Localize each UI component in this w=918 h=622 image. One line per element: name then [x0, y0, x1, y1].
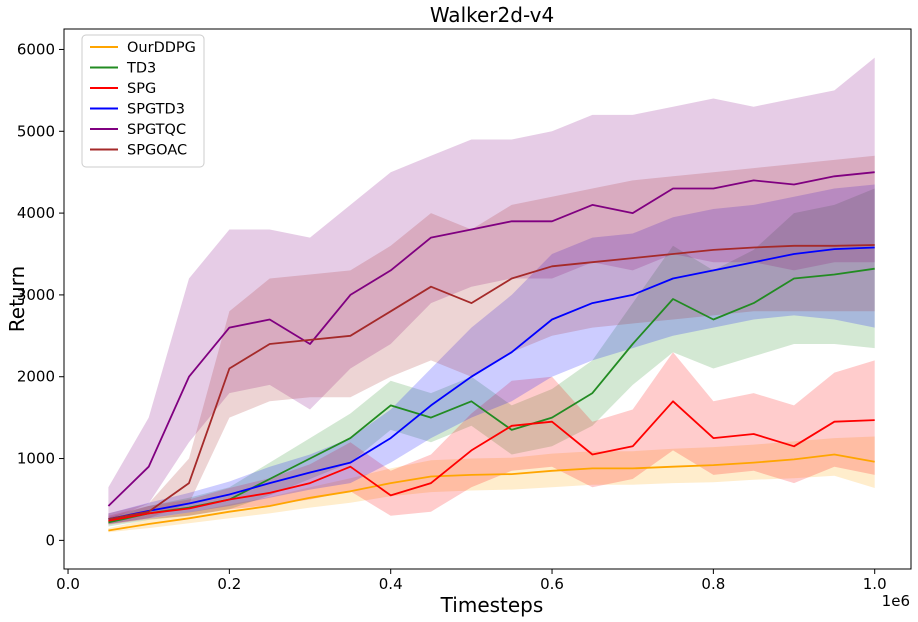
line-ourddpg — [108, 453, 875, 532]
line-spgtqc — [107, 171, 875, 507]
band-spgtd3 — [108, 184, 875, 524]
y-tick-label: 3000 — [17, 286, 55, 304]
confidence-bands — [108, 57, 875, 533]
band-td3 — [108, 188, 875, 527]
y-axis-title: Return — [5, 266, 29, 332]
x-tick-label: 0.0 — [56, 575, 80, 593]
x-axis-ticks: 0.0 0.2 0.4 0.6 0.8 1.0 — [56, 569, 887, 593]
line-td3 — [108, 267, 875, 524]
x-tick-label: 0.8 — [701, 575, 725, 593]
x-tick-label: 0.4 — [379, 575, 403, 593]
band-spgtqc — [108, 57, 875, 520]
legend-label-spgoac: SPGOAC — [127, 143, 187, 159]
line-spg — [108, 400, 875, 522]
x-tick-label: 0.2 — [217, 575, 241, 593]
y-tick-label: 1000 — [17, 450, 55, 468]
y-tick-label: 4000 — [17, 204, 55, 222]
line-spgtd3 — [108, 246, 875, 520]
y-tick-label: 5000 — [17, 122, 55, 140]
plot-frame — [63, 28, 912, 570]
legend-label-td3: TD3 — [126, 61, 156, 77]
x-tick-label: 0.6 — [540, 575, 564, 593]
legend-label-spgtd3: SPGTD3 — [127, 102, 185, 118]
series-lines — [107, 171, 875, 532]
y-axis-ticks: 0 1000 2000 3000 4000 5000 6000 — [17, 40, 64, 549]
legend-label-ourddpg: OurDDPG — [127, 40, 196, 56]
legend: OurDDPG TD3 SPG SPGTD3 SPGTQC SPGOAC — [81, 34, 205, 168]
legend-label-spgtqc: SPGTQC — [127, 122, 186, 138]
x-axis-title: Timesteps — [440, 593, 544, 617]
legend-label-spg: SPG — [127, 81, 156, 97]
chart-title: Walker2d-v4 — [430, 3, 554, 27]
line-spgoac — [108, 244, 875, 520]
y-tick-label: 0 — [45, 531, 55, 549]
band-ourddpg — [108, 436, 875, 533]
y-tick-label: 2000 — [17, 368, 55, 386]
x-axis-offset-label: 1e6 — [882, 592, 910, 610]
band-spgoac — [108, 155, 875, 525]
y-tick-label: 6000 — [17, 40, 55, 58]
x-tick-label: 1.0 — [863, 575, 887, 593]
